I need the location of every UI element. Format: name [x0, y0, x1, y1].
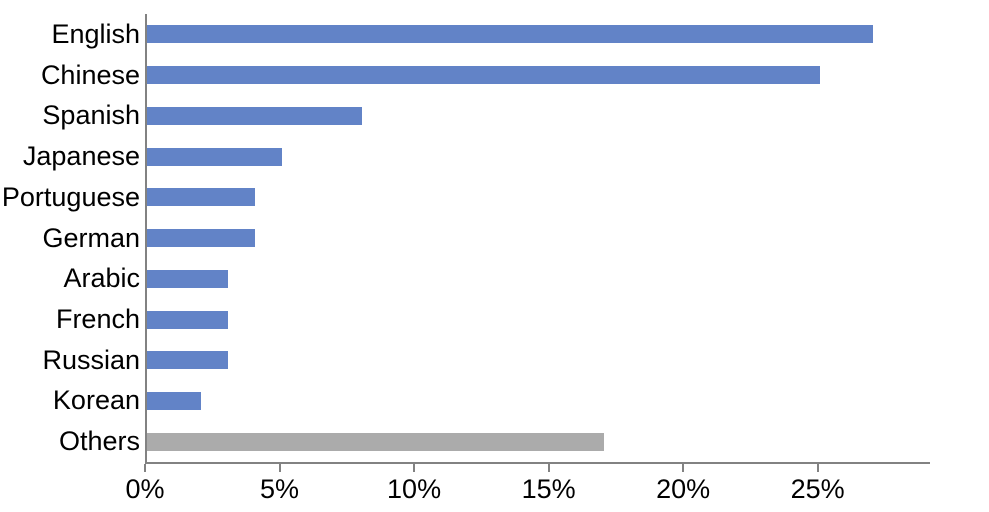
bar — [147, 269, 228, 288]
bar — [147, 310, 228, 329]
bar-row: English — [51, 14, 930, 55]
bar-row: French — [56, 299, 930, 340]
x-axis: 0% 5% 10% 15% 20% 25% — [125, 464, 928, 512]
x-tick-label: 25% — [790, 474, 845, 504]
x-tick-mark — [547, 464, 550, 472]
x-tick-label: 5% — [260, 474, 300, 504]
x-tick-mark — [682, 464, 685, 472]
bar-row: Portuguese — [2, 177, 930, 218]
bar-rows: English Chinese Spanish Japanese Portuguese G… — [2, 14, 930, 462]
bar — [147, 432, 605, 451]
category-label: Arabic — [63, 263, 140, 294]
x-tick-mark — [816, 464, 819, 472]
bar-row: Russian — [42, 340, 930, 381]
x-tick-mark — [278, 464, 281, 472]
bar — [147, 25, 874, 44]
category-label: Spanish — [42, 100, 140, 131]
x-tick-mark — [144, 464, 146, 472]
bar — [147, 147, 282, 166]
bar — [147, 391, 201, 410]
bar-row: German — [42, 218, 930, 259]
category-label: French — [55, 304, 140, 334]
bar-row: Chinese — [41, 55, 930, 96]
x-tick-label: 15% — [521, 474, 576, 504]
bar — [147, 351, 228, 370]
category-label: English — [51, 18, 140, 49]
x-tick-label: 10% — [387, 474, 442, 504]
category-label: Others — [58, 426, 140, 457]
plot-area: English Chinese Spanish Japanese Portuguese G… — [2, 14, 930, 464]
x-tick-label: 20% — [656, 474, 711, 504]
bar — [147, 188, 255, 207]
bar-row: Korean — [53, 381, 930, 422]
category-label: Chinese — [40, 59, 140, 90]
category-label: Japanese — [22, 141, 140, 172]
x-tick-label: 0% — [125, 474, 165, 504]
bar — [147, 106, 363, 125]
bar-row: Others — [59, 421, 930, 462]
category-label: Korean — [52, 385, 140, 416]
bar-row: Arabic — [63, 258, 930, 299]
category-label: German — [42, 222, 140, 253]
bar-row: Japanese — [23, 136, 930, 177]
bar — [147, 66, 820, 85]
x-tick-mark — [413, 464, 416, 472]
category-label: Russian — [42, 344, 140, 375]
category-label: Portuguese — [1, 181, 140, 212]
bar — [147, 229, 255, 248]
bar-row: Spanish — [42, 95, 930, 136]
